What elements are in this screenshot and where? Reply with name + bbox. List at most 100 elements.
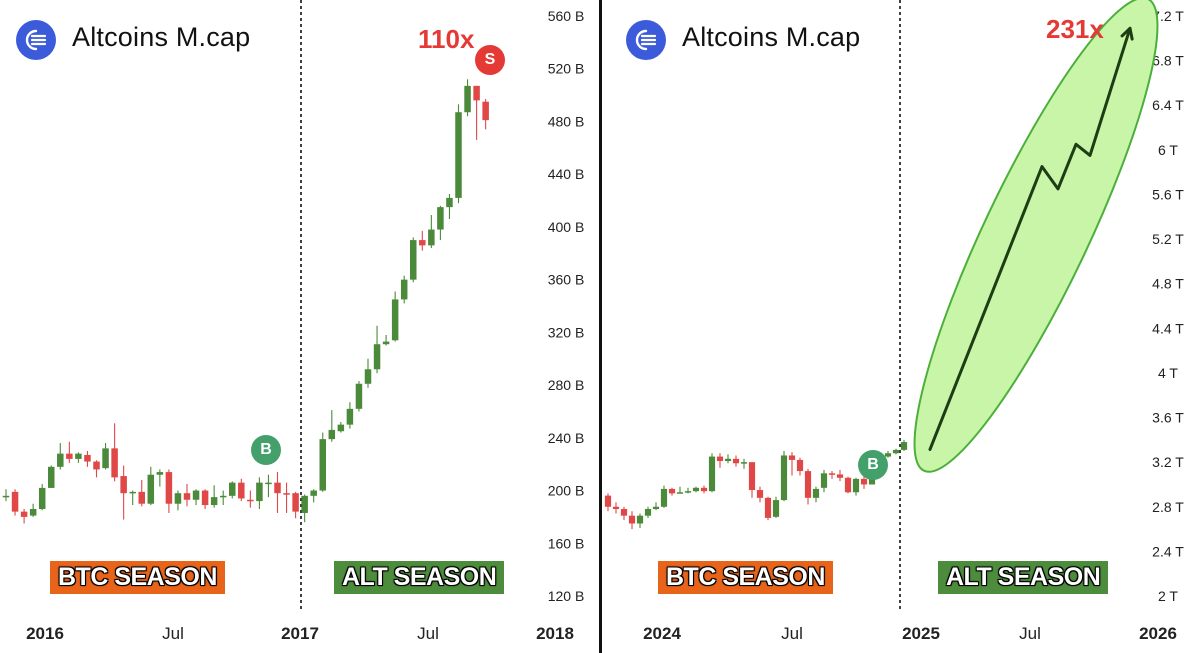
buy-signal-badge: B xyxy=(858,450,888,480)
candle-body xyxy=(860,478,868,485)
candle-body xyxy=(66,453,73,459)
candle-body xyxy=(102,448,109,469)
y-tick-label: 4.4 T xyxy=(1152,320,1184,336)
candle-body xyxy=(455,112,462,198)
alt-season-label: ALT SEASON xyxy=(938,561,1109,594)
candle-body xyxy=(183,493,191,500)
candle-body xyxy=(756,490,764,498)
x-tick-label: 2025 xyxy=(902,624,940,643)
candle-body xyxy=(724,458,732,462)
candle-body xyxy=(684,491,692,493)
candle-body xyxy=(892,449,900,454)
x-tick-label: 2018 xyxy=(536,624,574,643)
candle-body xyxy=(210,497,218,506)
y-tick-label: 160 B xyxy=(548,535,585,551)
candle-body xyxy=(174,493,182,504)
candle-body xyxy=(868,475,876,485)
candle-body xyxy=(852,478,860,493)
candle-body xyxy=(283,493,290,495)
y-tick-label: 7.2 T xyxy=(1152,8,1184,24)
candle-body xyxy=(692,487,700,492)
y-tick-label: 4.8 T xyxy=(1152,276,1184,292)
y-tick-label: 240 B xyxy=(548,430,585,446)
candle-body xyxy=(11,491,19,512)
candle-body xyxy=(772,500,780,517)
candle-body xyxy=(410,240,417,280)
x-tick-label: 2016 xyxy=(26,624,64,643)
candle-body xyxy=(319,439,326,491)
candle-body xyxy=(716,456,724,462)
right-chart-panel: 7.2 T 6.8 T 6.4 T 6 T 5.6 T 5.2 T 4.8 T 4.4 T 4 … xyxy=(602,0,1200,653)
right-candlestick-chart: 7.2 T 6.8 T 6.4 T 6 T 5.6 T 5.2 T 4.8 T 4.4 T 4 … xyxy=(604,0,1184,643)
candle-body xyxy=(391,299,399,341)
projection-group xyxy=(913,0,1159,473)
candle-body xyxy=(129,491,136,494)
candle-body xyxy=(48,466,55,488)
candle-body xyxy=(612,506,620,509)
candle-body xyxy=(165,472,173,504)
y-tick-label: 6.4 T xyxy=(1152,97,1184,113)
candle-body xyxy=(740,462,748,464)
y-tick-label: 6.8 T xyxy=(1152,53,1184,69)
y-tick-label: 480 B xyxy=(548,113,585,129)
candle-body xyxy=(400,279,408,300)
y-tick-label: 5.6 T xyxy=(1152,186,1184,202)
candle-body xyxy=(93,461,100,470)
candle-body xyxy=(29,509,37,516)
altcoins-logo-icon xyxy=(626,20,666,60)
y-tick-label: 400 B xyxy=(548,219,585,235)
y-tick-label: 320 B xyxy=(548,324,585,340)
candle-body xyxy=(274,482,281,494)
candle-body xyxy=(265,482,272,485)
candle-body xyxy=(147,474,155,504)
x-tick-label: 2026 xyxy=(1139,624,1177,643)
candle-body xyxy=(337,424,345,432)
candle-body xyxy=(620,509,628,516)
candle-body xyxy=(38,487,46,509)
btc-season-label: BTC SEASON xyxy=(658,561,833,594)
y-tick-label: 520 B xyxy=(548,61,585,77)
candle-body xyxy=(328,429,336,440)
y-tick-label: 2.4 T xyxy=(1152,543,1184,559)
candle-body xyxy=(884,453,892,457)
sell-signal-badge: S xyxy=(475,45,505,75)
candle-body xyxy=(364,369,372,384)
candle-body xyxy=(84,454,91,462)
candle-body xyxy=(788,455,796,460)
candle-body xyxy=(900,442,908,450)
candle-body xyxy=(708,456,716,492)
candle-body xyxy=(748,462,756,491)
candle-body xyxy=(473,85,480,101)
candle-body xyxy=(238,482,245,499)
candle-body xyxy=(201,490,209,506)
candle-body xyxy=(482,101,489,121)
candle-body xyxy=(828,473,836,475)
candle-body xyxy=(428,229,435,246)
candle-body xyxy=(446,197,453,208)
projection-arrowhead xyxy=(1120,26,1134,41)
candle-body xyxy=(668,488,676,494)
alt-season-label: ALT SEASON xyxy=(334,561,505,594)
candle-body xyxy=(820,473,828,488)
candle-body xyxy=(292,493,299,512)
candle-body xyxy=(138,491,145,504)
candle-body xyxy=(660,488,668,507)
altcoins-logo-icon xyxy=(16,20,56,60)
candle-body xyxy=(346,408,354,425)
y-tick-label: 3.6 T xyxy=(1152,410,1184,426)
y-tick-label: 560 B xyxy=(548,8,585,24)
candle-body xyxy=(20,511,28,517)
candle-body xyxy=(836,474,844,478)
btc-season-label: BTC SEASON xyxy=(50,561,225,594)
candle-body xyxy=(219,495,227,498)
candle-body xyxy=(700,487,708,492)
multiplier-label: 110x xyxy=(418,24,475,54)
candle-body xyxy=(804,471,812,498)
candle-body xyxy=(676,492,684,494)
y-tick-label: 5.2 T xyxy=(1152,231,1184,247)
y-tick-label: 280 B xyxy=(548,377,585,393)
candle-body xyxy=(419,240,426,246)
candle-body xyxy=(256,482,263,502)
candle-body xyxy=(812,488,820,498)
x-tick-label: Jul xyxy=(781,624,803,643)
